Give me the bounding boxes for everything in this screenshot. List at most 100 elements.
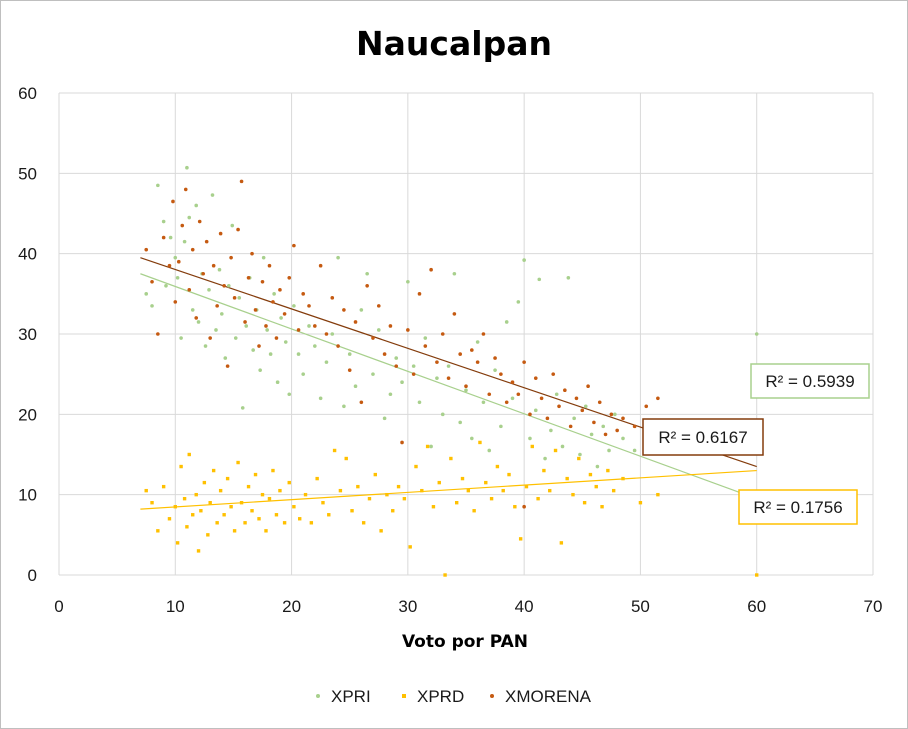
x-tick-label: 30 <box>398 597 417 616</box>
point-xpri <box>458 420 462 425</box>
point-xmorena <box>411 372 416 376</box>
point-xpri <box>347 352 352 356</box>
point-xprd <box>518 537 523 541</box>
point-xpri <box>365 271 369 276</box>
point-xmorena <box>347 368 352 372</box>
point-xprd <box>402 496 407 501</box>
point-xmorena <box>156 332 160 336</box>
point-xmorena <box>296 328 301 332</box>
r2-label-xpri: R² = 0.5939 <box>750 363 870 399</box>
point-xmorena <box>218 231 223 236</box>
point-xmorena <box>243 320 247 324</box>
point-xpri <box>207 288 211 292</box>
legend-label: XMORENA <box>505 687 592 706</box>
point-xpri <box>394 356 399 360</box>
point-xmorena <box>313 324 317 328</box>
point-xmorena <box>204 239 209 244</box>
point-xprd <box>460 476 465 481</box>
point-xmorena <box>603 432 608 437</box>
point-xprd <box>278 488 282 493</box>
point-xmorena <box>232 296 237 300</box>
point-xmorena <box>171 199 175 204</box>
point-xprd <box>253 472 258 477</box>
point-xpri <box>307 324 311 328</box>
point-xmorena <box>621 416 625 421</box>
r2-text: R² = 0.6167 <box>658 428 747 447</box>
point-xpri <box>318 396 323 401</box>
point-xprd <box>202 480 207 485</box>
point-xpri <box>435 376 439 380</box>
point-xmorena <box>173 300 178 304</box>
point-xpri <box>754 332 759 336</box>
point-xmorena <box>464 384 468 389</box>
x-tick-label: 50 <box>631 597 650 616</box>
y-tick-label: 50 <box>18 164 37 183</box>
point-xprd <box>755 573 759 577</box>
point-xmorena <box>376 304 381 308</box>
x-tick-label: 0 <box>54 597 63 616</box>
point-xprd <box>211 468 216 473</box>
legend: XPRI XPRD XMORENA <box>316 687 592 706</box>
point-xmorena <box>271 300 275 304</box>
point-xmorena <box>201 271 205 276</box>
point-xprd <box>391 509 395 513</box>
point-xprd <box>350 509 354 513</box>
point-xpri <box>516 300 521 304</box>
point-xmorena <box>586 384 590 389</box>
point-xpri <box>487 448 492 453</box>
point-xpri <box>190 308 195 312</box>
point-xpri <box>464 388 468 393</box>
point-xprd <box>588 472 593 477</box>
point-xmorena <box>568 424 573 429</box>
point-xmorena <box>257 344 261 348</box>
point-xmorena <box>324 332 329 336</box>
point-xprd <box>606 468 610 473</box>
point-xpri <box>543 456 547 461</box>
point-xpri <box>589 432 594 437</box>
legend-item-xpri: XPRI <box>316 687 371 706</box>
point-xprd <box>600 505 604 509</box>
point-xpri <box>173 255 178 260</box>
point-xmorena <box>446 376 451 380</box>
point-xpri <box>223 356 228 360</box>
point-xpri <box>371 372 375 376</box>
point-xmorena <box>161 235 166 240</box>
point-xprd <box>243 521 247 525</box>
chart-title: Naucalpan <box>356 24 552 63</box>
x-tick-label: 10 <box>166 597 185 616</box>
point-xpri <box>440 412 445 417</box>
axis-ticks: 0 10 20 30 40 50 60 70 0 10 20 30 40 50 60 <box>18 84 882 616</box>
point-xpri <box>533 408 538 413</box>
point-xprd <box>472 509 476 513</box>
point-xpri <box>376 328 381 332</box>
point-xpri <box>210 193 215 197</box>
point-xmorena <box>342 308 346 312</box>
point-xprd <box>542 468 546 473</box>
point-xprd <box>232 529 237 533</box>
point-xprd <box>229 505 233 509</box>
point-xprd <box>548 488 552 493</box>
point-xprd <box>367 496 372 501</box>
point-xmorena <box>615 428 619 433</box>
point-xprd <box>282 521 287 525</box>
y-tick-label: 40 <box>18 245 37 264</box>
point-xprd <box>373 472 377 477</box>
point-xpri <box>182 239 187 244</box>
point-xpri <box>353 384 358 389</box>
point-xpri <box>194 203 199 208</box>
point-xmorena <box>359 400 364 405</box>
point-xprd <box>449 456 453 461</box>
point-xprd <box>577 456 581 461</box>
point-xprd <box>408 545 412 549</box>
point-xmorena <box>225 364 230 368</box>
point-xpri <box>388 392 393 397</box>
point-xpri <box>510 396 515 401</box>
point-xmorena <box>563 388 567 393</box>
point-xprd <box>167 517 172 521</box>
point-xpri <box>175 275 180 280</box>
point-xpri <box>226 284 231 288</box>
point-xmorena <box>510 380 515 385</box>
point-xmorena <box>236 227 240 232</box>
r2-label-xmorena: R² = 0.6167 <box>642 418 764 456</box>
point-xmorena <box>222 284 226 288</box>
